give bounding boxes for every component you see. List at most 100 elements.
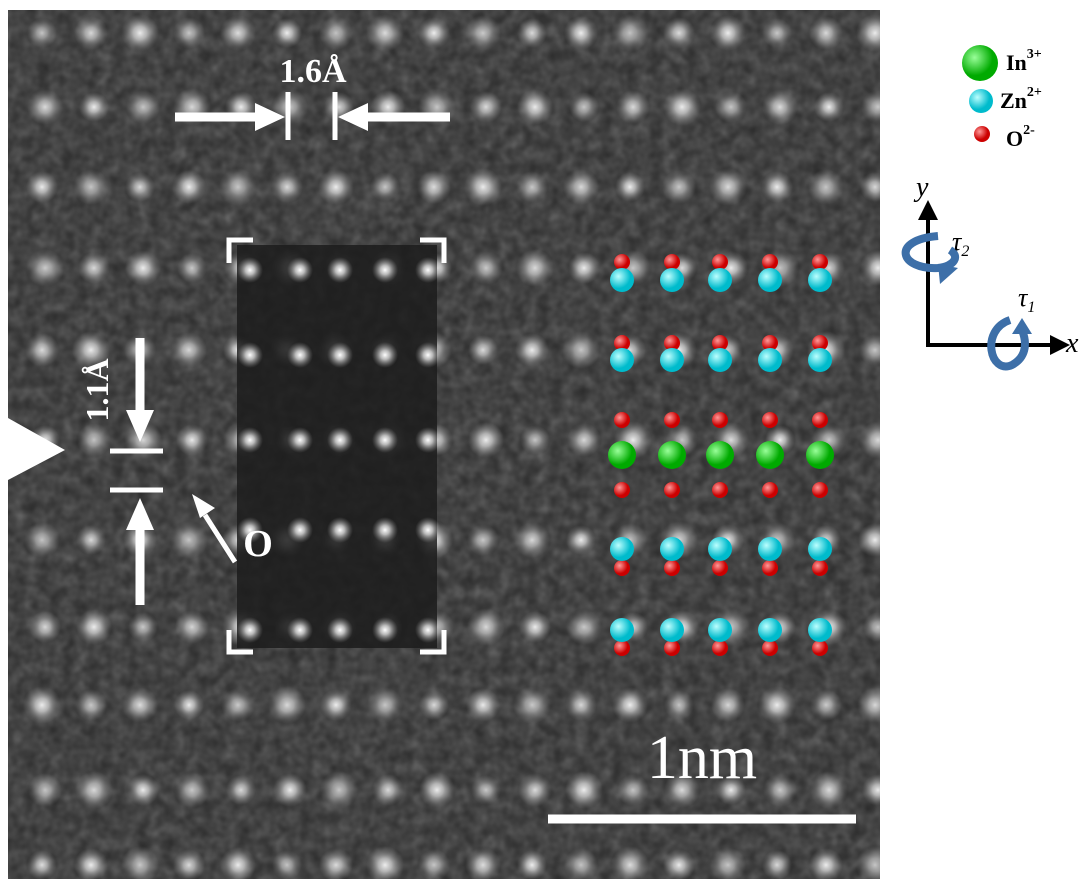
o-ion: [614, 560, 630, 576]
scale-bar-label: 1nm: [647, 724, 757, 792]
atom-column: [366, 14, 404, 52]
atom-column: [514, 522, 550, 558]
o-ion: [664, 412, 680, 428]
atom-column: [466, 688, 500, 722]
atom-column: [858, 523, 892, 557]
atom-column: [176, 424, 208, 456]
inset-column: [372, 517, 398, 543]
atom-column: [121, 14, 159, 52]
atom-column: [762, 18, 792, 48]
legend-in: In3+: [1006, 47, 1042, 75]
inset-column: [327, 257, 353, 283]
inset-column: [287, 257, 313, 283]
zn-ion: [708, 618, 732, 642]
atom-column: [26, 171, 58, 203]
atom-column: [810, 771, 848, 809]
atom-column: [568, 252, 600, 284]
page: 1.6Å 1.1Å O 1nm In3+ Zn2+ O2- y x τ2 τ1: [0, 0, 1081, 879]
in-ion: [608, 441, 636, 469]
atom-column: [468, 335, 498, 365]
o-ion: [762, 412, 778, 428]
subscript: 2: [961, 243, 969, 260]
figure: 1.6Å 1.1Å O 1nm In3+ Zn2+ O2- y x τ2 τ1: [0, 0, 1081, 879]
atom-column: [471, 775, 501, 805]
axes-diagram: y x τ2 τ1: [906, 172, 1079, 366]
ion: Zn: [1000, 88, 1027, 113]
zn-ion: [758, 348, 782, 372]
zn-ion: [758, 618, 782, 642]
atom-column: [517, 850, 547, 879]
atom-column: [171, 332, 207, 368]
atom-column: [226, 775, 256, 805]
legend-in-marker: [962, 45, 998, 81]
o-ion: [614, 482, 630, 498]
atom-column: [76, 525, 106, 555]
atom-column: [221, 688, 255, 722]
atom-column: [319, 16, 353, 50]
atom-column: [859, 421, 897, 459]
atom-column: [126, 90, 160, 124]
atom-column: [860, 172, 890, 202]
atom-column: [565, 689, 597, 721]
o-ion: [664, 560, 680, 576]
zn-ion: [708, 268, 732, 292]
atom-column: [517, 89, 553, 125]
zn-ion: [660, 537, 684, 561]
inset-column: [287, 517, 313, 543]
o-ion: [664, 640, 680, 656]
atom-column: [567, 423, 601, 457]
atom-column: [809, 16, 843, 50]
inset-column: [415, 427, 441, 453]
atom-column: [810, 689, 842, 721]
atom-column: [320, 689, 352, 721]
atom-column: [177, 253, 207, 283]
atom-column: [75, 689, 107, 721]
inset-column: [327, 517, 353, 543]
atom-column: [73, 169, 109, 205]
o-ion: [762, 560, 778, 576]
zn-ion: [660, 618, 684, 642]
inset-column: [237, 257, 263, 283]
atom-column: [863, 612, 893, 642]
atom-column: [569, 92, 599, 122]
atom-column: [710, 15, 746, 51]
atom-column: [516, 249, 554, 287]
charge: 2-: [1023, 123, 1035, 138]
atom-column: [272, 850, 302, 879]
inset-column: [287, 427, 313, 453]
atom-column: [27, 89, 63, 125]
atom-column: [856, 14, 894, 52]
atom-column: [320, 771, 358, 809]
atom-column: [268, 686, 306, 724]
zn-ion: [708, 537, 732, 561]
atom-column: [23, 686, 61, 724]
legend-zn: Zn2+: [1000, 85, 1042, 113]
zn-ion: [708, 348, 732, 372]
atom-column: [419, 690, 449, 720]
atom-column: [78, 252, 110, 284]
atom-column: [709, 168, 747, 206]
atom-column: [862, 774, 894, 806]
inset-column: [415, 257, 441, 283]
atom-column: [617, 774, 649, 806]
atom-column: [367, 687, 403, 723]
atom-column: [469, 251, 503, 285]
atom-column: [170, 521, 208, 559]
zn-ion: [660, 268, 684, 292]
o-ion: [762, 482, 778, 498]
atom-column: [125, 172, 155, 202]
o-ion: [762, 640, 778, 656]
inset-column: [372, 427, 398, 453]
charge: 3+: [1027, 47, 1042, 62]
ion: O: [1006, 126, 1023, 151]
in-ion: [706, 441, 734, 469]
atom-column: [520, 425, 550, 455]
inset-column: [415, 517, 441, 543]
atom-column: [615, 172, 645, 202]
atom-column: [564, 16, 598, 50]
atom-column: [715, 91, 747, 123]
zn-ion: [610, 348, 634, 372]
atom-column: [77, 423, 111, 457]
atom-column: [515, 333, 549, 367]
atom-column: [417, 170, 451, 204]
